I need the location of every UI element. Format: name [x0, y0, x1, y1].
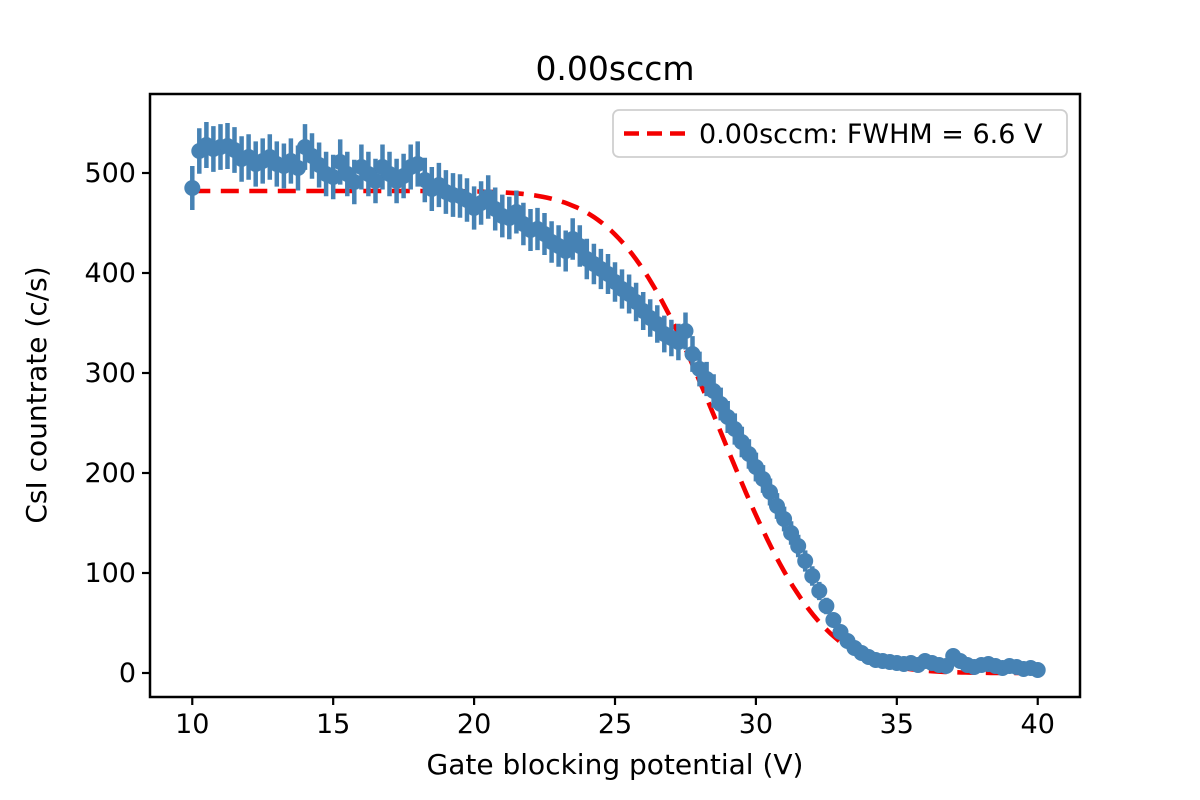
data-point [776, 511, 793, 527]
legend-label: 0.00sccm: FWHM = 6.6 V [699, 119, 1043, 150]
data-point [825, 612, 842, 628]
data-point [705, 383, 722, 399]
data-point [184, 180, 201, 196]
x-tick-label: 30 [739, 709, 773, 740]
chart-title: 0.00sccm [535, 49, 694, 88]
data-point [797, 553, 814, 569]
fit-curve-path [192, 188, 1038, 676]
data-point [325, 169, 342, 185]
x-tick-label: 35 [880, 709, 914, 740]
data-point [684, 346, 701, 362]
data-point [804, 568, 821, 584]
x-tick-label: 20 [457, 709, 491, 740]
x-axis-label: Gate blocking potential (V) [427, 748, 804, 781]
x-tick-label: 10 [175, 709, 209, 740]
data-point [557, 243, 574, 259]
data-point [332, 154, 349, 170]
data-point [571, 238, 588, 254]
fit-curve [192, 188, 1038, 676]
data-point [783, 525, 800, 541]
legend-box [612, 109, 1068, 158]
x-tick-label: 40 [1021, 709, 1055, 740]
data-point [480, 189, 497, 205]
x-axis-ticks: 10 15 20 25 30 35 40 [175, 697, 1055, 740]
y-axis-ticks: 0 100 200 300 400 500 [84, 158, 150, 689]
data-point [818, 598, 835, 614]
data-point [719, 409, 736, 425]
data-point [508, 204, 525, 220]
data-point [747, 459, 764, 475]
data-point [1029, 662, 1046, 678]
y-tick-label: 500 [84, 158, 136, 189]
data-point [409, 156, 426, 172]
data-point [811, 583, 828, 599]
data-point [733, 434, 750, 450]
y-tick-label: 300 [84, 358, 136, 389]
y-axis-label: CsI countrate (c/s) [20, 266, 53, 523]
y-tick-label: 400 [84, 258, 136, 289]
data-point [740, 446, 757, 462]
data-point [367, 173, 384, 189]
data-series [184, 122, 1046, 678]
data-point [346, 174, 363, 190]
data-point [698, 371, 715, 387]
x-tick-label: 15 [316, 709, 350, 740]
data-point [762, 484, 778, 500]
data-point [755, 471, 771, 487]
y-tick-label: 200 [84, 458, 136, 489]
data-point [790, 538, 807, 554]
data-point [726, 421, 743, 437]
data-point [769, 498, 785, 514]
y-tick-label: 100 [84, 558, 136, 589]
x-tick-label: 25 [598, 709, 632, 740]
y-tick-label: 0 [119, 658, 136, 689]
data-point [712, 396, 729, 412]
data-point [290, 160, 306, 176]
legend: 0.00sccm: FWHM = 6.6 V [612, 109, 1068, 158]
data-point [677, 323, 694, 339]
